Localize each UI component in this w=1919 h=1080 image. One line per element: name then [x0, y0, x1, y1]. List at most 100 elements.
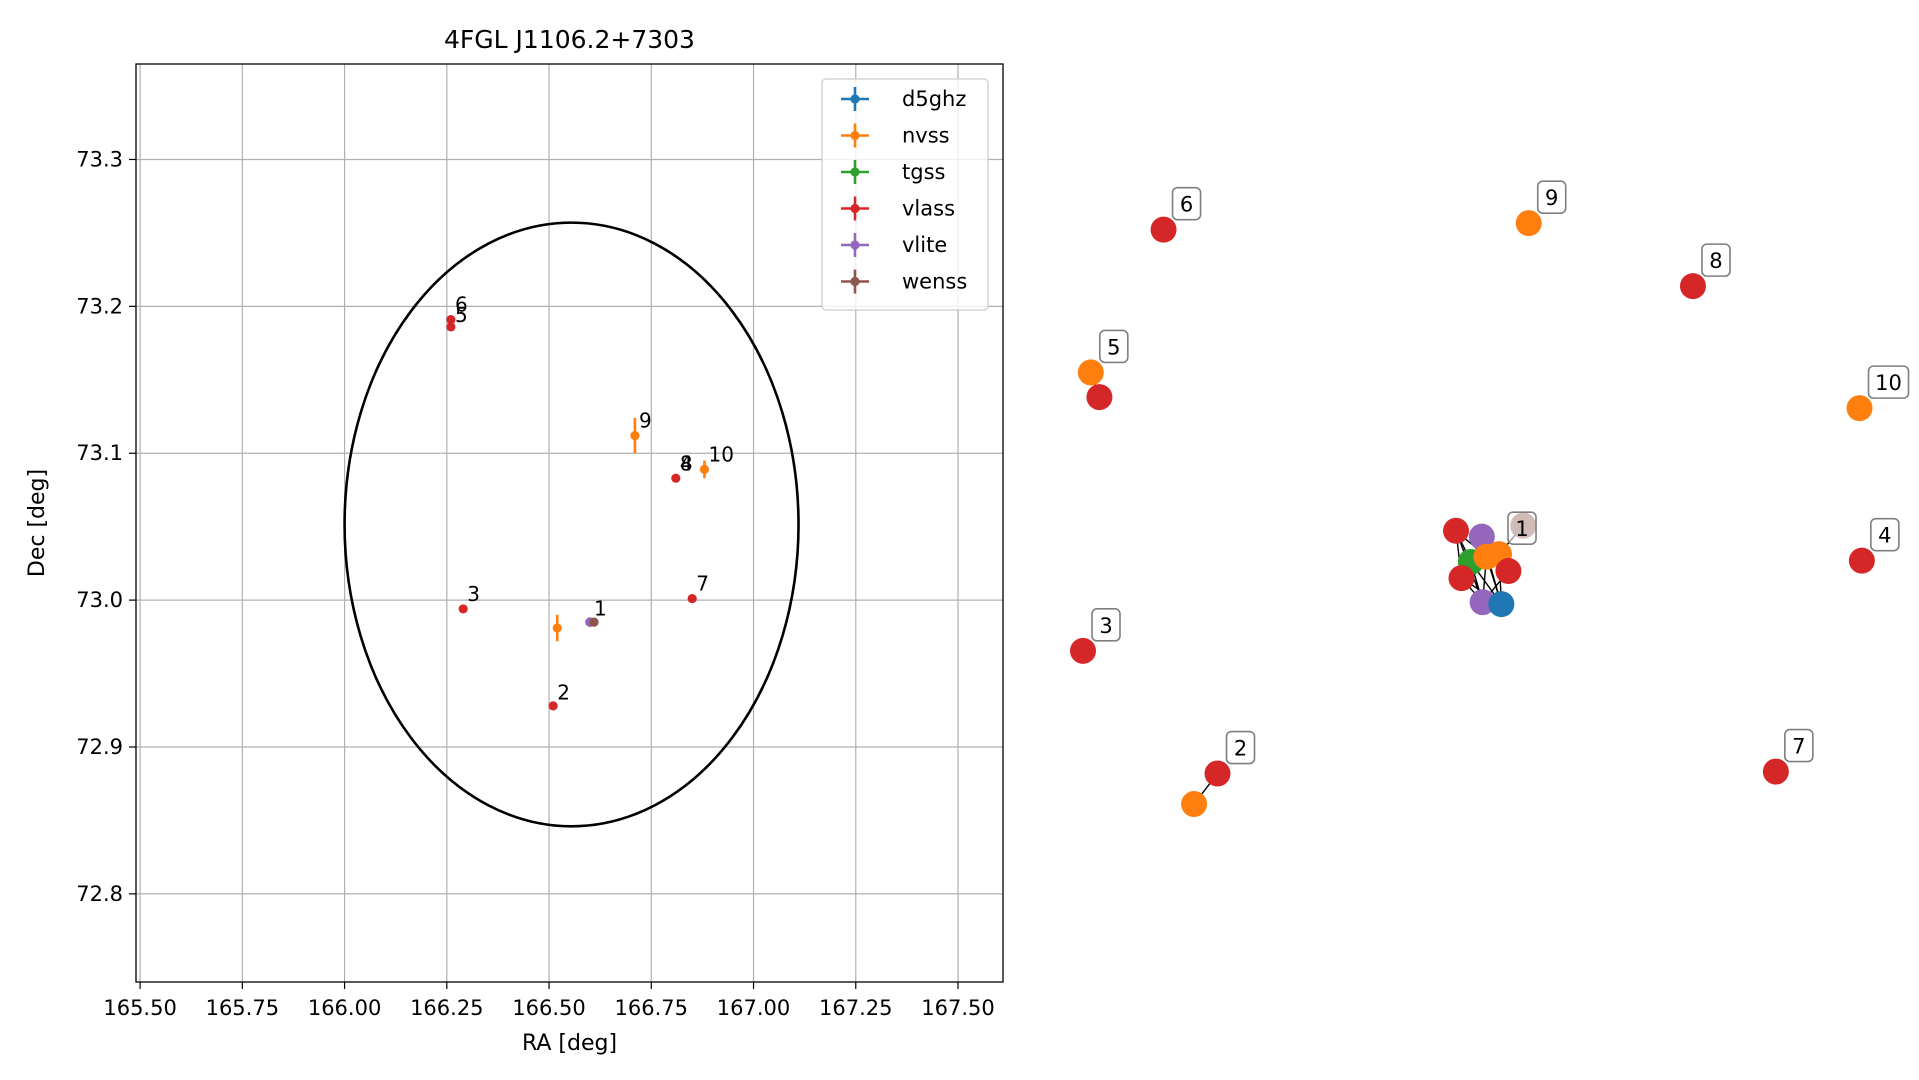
chart-title: 4FGL J1106.2+7303 — [444, 25, 695, 54]
graph-label-2: 2 — [1225, 730, 1256, 765]
source-labels: 1 2 3 56 9 48 10 7 — [455, 293, 734, 705]
localization-ellipse — [343, 221, 800, 828]
graph-label-box — [1507, 511, 1537, 545]
y-tick-label: 73.1 — [76, 441, 123, 465]
source-label: 6 — [455, 293, 468, 317]
graph-label-box — [1701, 243, 1731, 277]
source-label: 9 — [639, 409, 652, 433]
graph-label-text: 3 — [1099, 614, 1112, 638]
graph-label-box — [1171, 186, 1202, 221]
graph-label-4: 4 — [1870, 517, 1900, 552]
y-tick-label: 73.3 — [76, 147, 123, 171]
legend-label-wenss: wenss — [902, 270, 967, 294]
legend-label-vlass: vlass — [902, 197, 955, 221]
graph-label-box — [1784, 728, 1814, 763]
graph-node — [1150, 216, 1177, 243]
graph-label-text: 2 — [1234, 737, 1247, 761]
graph-node-labels: 6 9 8 5 10 1 4 3 2 7 — [1091, 180, 1910, 765]
x-tick-label: 166.50 — [512, 996, 585, 1020]
legend-label-d5ghz: d5ghz — [902, 87, 966, 111]
graph-node — [1204, 760, 1231, 787]
legend-items: d5ghz nvss tgss vlass vlite wenss — [841, 87, 967, 294]
graph-label-box — [1867, 365, 1910, 399]
x-tick-label: 165.50 — [103, 996, 176, 1020]
graph-label-box — [1536, 180, 1567, 214]
graph-label-text: 7 — [1792, 735, 1805, 759]
vlass-point — [446, 322, 456, 332]
graph-node — [1181, 791, 1208, 818]
graph-node — [1488, 591, 1515, 618]
plot-frame — [135, 63, 1004, 983]
legend-label-tgss: tgss — [902, 160, 945, 184]
graph-label-7: 7 — [1784, 728, 1814, 763]
graph-label-text: 10 — [1875, 371, 1902, 395]
graph-label-3: 3 — [1091, 608, 1121, 642]
graph-label-1: 1 — [1507, 511, 1537, 545]
association-graph: 6 9 8 5 10 1 4 3 2 7 — [1070, 180, 1910, 818]
x-tick-label: 167.25 — [819, 996, 892, 1020]
source-label: 4 — [680, 451, 693, 475]
source-points — [446, 314, 710, 711]
graph-label-6: 6 — [1171, 186, 1202, 221]
vlass-point — [458, 604, 468, 614]
legend-marker-dot — [850, 240, 860, 250]
graph-label-box — [1870, 517, 1900, 552]
y-axis-label: Dec [deg] — [25, 469, 50, 577]
legend-marker-dot — [850, 167, 860, 177]
graph-label-box — [1099, 329, 1129, 364]
nvss-point — [552, 623, 562, 633]
source-label: 1 — [594, 597, 607, 621]
legend-label-vlite: vlite — [902, 233, 947, 257]
nvss-point — [630, 431, 640, 441]
legend-marker-dot — [850, 94, 860, 104]
legend: d5ghz nvss tgss vlass vlite wenss — [821, 78, 989, 311]
legend-marker-dot — [850, 203, 860, 214]
legend-label-nvss: nvss — [902, 124, 950, 148]
graph-label-10: 10 — [1867, 365, 1910, 399]
graph-label-9: 9 — [1536, 180, 1567, 214]
graph-label-text: 4 — [1878, 524, 1891, 548]
source-label: 2 — [557, 680, 570, 704]
graph-node — [1070, 637, 1096, 664]
source-label: 7 — [696, 572, 709, 596]
y-tick-label: 72.9 — [76, 735, 123, 759]
graph-node — [1679, 273, 1706, 300]
graph-label-text: 1 — [1515, 517, 1528, 541]
vlass-point — [548, 701, 558, 711]
legend-marker-dot — [850, 276, 860, 287]
vlass-point — [446, 314, 456, 325]
graph-node — [1846, 395, 1873, 422]
vlass-point — [671, 473, 681, 483]
legend-marker-dot — [850, 130, 860, 141]
y-tick-label: 73.2 — [76, 294, 123, 318]
confidence-ellipse — [343, 221, 800, 828]
nvss-point — [699, 464, 710, 474]
x-axis-label: RA [deg] — [522, 1031, 617, 1056]
graph-node — [1086, 384, 1113, 411]
x-tick-label: 166.25 — [410, 996, 483, 1020]
axis-ticks: 165.50 165.75 166.00 166.25 166.50 166.75 167.… — [76, 147, 995, 1020]
source-label: 10 — [709, 442, 734, 466]
graph-label-text: 5 — [1107, 335, 1120, 359]
source-label: 3 — [467, 582, 480, 606]
graph-node — [1443, 517, 1470, 544]
graph-label-5: 5 — [1099, 329, 1129, 364]
source-label: 5 — [455, 303, 468, 327]
graph-node — [1762, 758, 1789, 785]
graph-node — [1848, 547, 1875, 574]
x-tick-label: 167.50 — [921, 996, 994, 1020]
graph-node — [1077, 359, 1104, 386]
x-tick-label: 165.75 — [206, 996, 279, 1020]
source-label: 8 — [680, 451, 693, 475]
x-tick-label: 166.00 — [308, 996, 381, 1020]
graph-label-text: 9 — [1545, 186, 1558, 210]
graph-label-text: 8 — [1709, 249, 1722, 273]
graph-node — [1469, 589, 1496, 616]
graph-node — [1495, 558, 1522, 585]
y-tick-label: 72.8 — [76, 882, 123, 906]
graph-node — [1515, 210, 1542, 237]
x-tick-label: 166.75 — [615, 996, 688, 1020]
graph-node — [1448, 565, 1475, 592]
sky-map-chart: 1 2 3 56 9 48 10 7 165.50 165.75 166.00 166.25 166.… — [25, 25, 1004, 1056]
